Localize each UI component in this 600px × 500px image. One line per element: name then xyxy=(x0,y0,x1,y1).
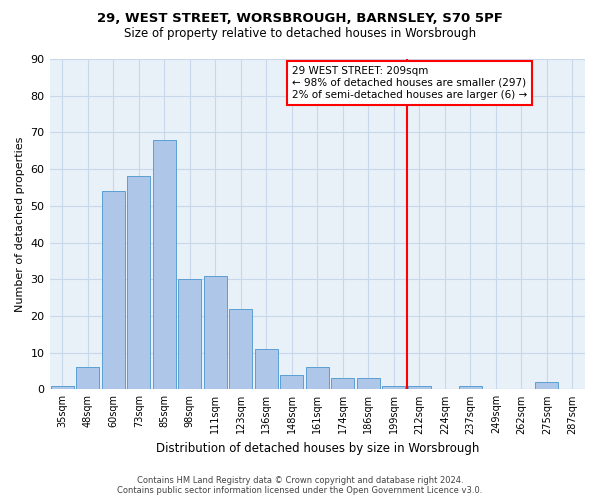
Text: 29, WEST STREET, WORSBROUGH, BARNSLEY, S70 5PF: 29, WEST STREET, WORSBROUGH, BARNSLEY, S… xyxy=(97,12,503,26)
Bar xyxy=(535,382,558,390)
Bar xyxy=(306,368,329,390)
Text: Size of property relative to detached houses in Worsbrough: Size of property relative to detached ho… xyxy=(124,28,476,40)
Bar xyxy=(255,349,278,390)
Bar xyxy=(459,386,482,390)
Bar xyxy=(331,378,354,390)
X-axis label: Distribution of detached houses by size in Worsbrough: Distribution of detached houses by size … xyxy=(155,442,479,455)
Bar xyxy=(153,140,176,390)
Bar xyxy=(178,279,201,390)
Bar xyxy=(280,374,303,390)
Text: 29 WEST STREET: 209sqm
← 98% of detached houses are smaller (297)
2% of semi-det: 29 WEST STREET: 209sqm ← 98% of detached… xyxy=(292,66,527,100)
Bar xyxy=(76,368,99,390)
Text: Contains public sector information licensed under the Open Government Licence v3: Contains public sector information licen… xyxy=(118,486,482,495)
Bar xyxy=(127,176,150,390)
Text: Contains HM Land Registry data © Crown copyright and database right 2024.: Contains HM Land Registry data © Crown c… xyxy=(137,476,463,485)
Bar xyxy=(357,378,380,390)
Bar xyxy=(408,386,431,390)
Bar xyxy=(51,386,74,390)
Bar xyxy=(102,191,125,390)
Bar xyxy=(382,386,405,390)
Bar xyxy=(229,308,252,390)
Bar xyxy=(204,276,227,390)
Y-axis label: Number of detached properties: Number of detached properties xyxy=(15,136,25,312)
